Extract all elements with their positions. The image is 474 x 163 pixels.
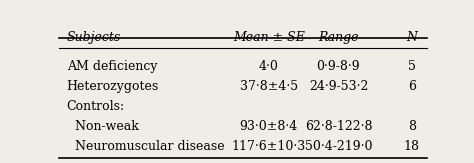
Text: 4·0: 4·0: [259, 60, 279, 73]
Text: 8: 8: [408, 120, 416, 133]
Text: Heterozygotes: Heterozygotes: [66, 80, 159, 93]
Text: 18: 18: [404, 140, 420, 153]
Text: 24·9-53·2: 24·9-53·2: [309, 80, 368, 93]
Text: 62·8-122·8: 62·8-122·8: [305, 120, 372, 133]
Text: 117·6±10·3: 117·6±10·3: [231, 140, 306, 153]
Text: Controls:: Controls:: [66, 100, 125, 113]
Text: Mean ± SE: Mean ± SE: [233, 31, 305, 44]
Text: AM deficiency: AM deficiency: [66, 60, 157, 73]
Text: Range: Range: [318, 31, 359, 44]
Text: Neuromuscular disease: Neuromuscular disease: [66, 140, 224, 153]
Text: Non-weak: Non-weak: [66, 120, 138, 133]
Text: 0·9-8·9: 0·9-8·9: [317, 60, 360, 73]
Text: N: N: [406, 31, 418, 44]
Text: 93·0±8·4: 93·0±8·4: [239, 120, 298, 133]
Text: Subjects: Subjects: [66, 31, 121, 44]
Text: 37·8±4·5: 37·8±4·5: [239, 80, 298, 93]
Text: 6: 6: [408, 80, 416, 93]
Text: 50·4-219·0: 50·4-219·0: [305, 140, 372, 153]
Text: 5: 5: [408, 60, 416, 73]
